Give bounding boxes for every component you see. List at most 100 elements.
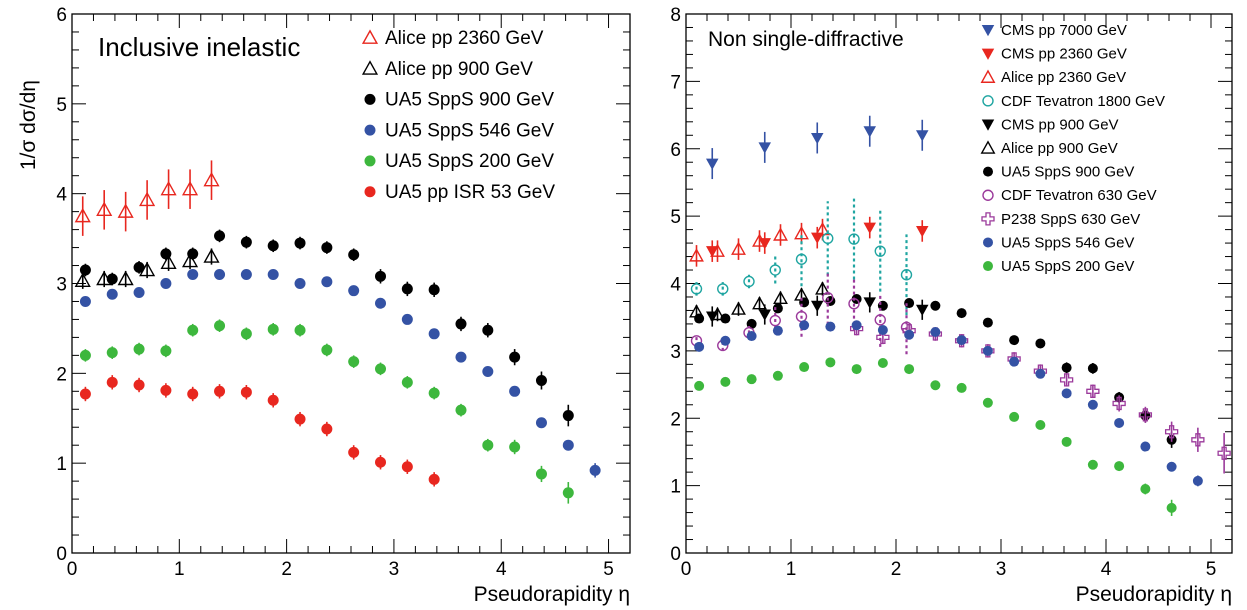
data-point [916, 304, 929, 317]
data-point [1191, 433, 1205, 447]
chart-panel-2: 0 1 2 3 4 5 0 1 2 3 4 5 6 7 8 Pseudorapidity η Non singl… [670, 5, 1233, 606]
data-point [956, 335, 967, 346]
data-point [74, 272, 91, 288]
series-5 [79, 319, 574, 504]
data-point [364, 155, 376, 167]
data-point [1192, 475, 1203, 486]
data-point [769, 264, 781, 276]
legend: CMS pp 7000 GeV CMS pp 2360 GeV Alice pp 2… [980, 22, 1165, 275]
data-point [1140, 483, 1151, 494]
y-tick-label: 7 [670, 72, 681, 93]
data-point [825, 357, 836, 368]
data-point [746, 374, 757, 385]
legend-label: CDF Tevatron 1800 GeV [1001, 93, 1165, 110]
data-point [1140, 441, 1151, 452]
data-point [1087, 363, 1098, 374]
data-point [364, 93, 376, 105]
legend-entry: UA5 SppS 900 GeV [983, 164, 1134, 181]
data-point [203, 248, 220, 263]
data-point [690, 283, 703, 295]
data-point [863, 126, 876, 138]
y-axis-label: 1/σ dσ/dη [17, 80, 40, 170]
chart-panel-1: 0 1 2 3 4 5 0 1 2 3 4 5 6 Pseudorapidity η 1/σ dσ/dη In… [17, 5, 631, 606]
data-point [758, 309, 771, 321]
data-point [981, 212, 995, 226]
data-point [294, 413, 306, 425]
data-point [689, 248, 704, 262]
data-point [160, 248, 172, 260]
data-point [877, 324, 888, 335]
data-point [401, 376, 413, 388]
data-point [133, 379, 145, 391]
legend-label: Alice pp 2360 GeV [1001, 69, 1126, 86]
series-10 [694, 320, 1203, 487]
data-point [1035, 419, 1046, 430]
data-point [348, 356, 360, 368]
data-point [822, 291, 834, 304]
legend-entry: CMS pp 900 GeV [981, 116, 1119, 133]
y-tick-label: 4 [670, 275, 681, 296]
data-point [982, 189, 994, 201]
data-point [848, 298, 860, 310]
legend-entry: Alice pp 2360 GeV [980, 69, 1126, 86]
data-point [428, 387, 440, 399]
data-point [348, 285, 360, 297]
data-point [694, 380, 705, 391]
legend-entry: CMS pp 2360 GeV [981, 46, 1127, 63]
data-point [294, 324, 306, 336]
series-6 [79, 375, 440, 487]
x-tick-label: 3 [389, 559, 400, 580]
legend-entry: CDF Tevatron 1800 GeV [982, 93, 1165, 110]
x-tick-label: 1 [174, 559, 185, 580]
data-point [375, 270, 387, 282]
data-point [321, 242, 333, 254]
x-tick-label: 4 [496, 559, 507, 580]
data-point [562, 487, 574, 499]
data-point [980, 140, 996, 154]
data-point [1112, 396, 1126, 411]
data-point [1217, 446, 1231, 460]
data-point [348, 446, 360, 458]
data-point [1035, 338, 1046, 349]
data-point [187, 248, 199, 260]
legend-label: CDF Tevatron 630 GeV [1001, 187, 1157, 204]
legend-label: CMS pp 900 GeV [1001, 116, 1119, 133]
data-point [930, 327, 941, 338]
legend-label: CMS pp 2360 GeV [1001, 46, 1127, 63]
data-point [79, 295, 91, 307]
y-tick-label: 3 [56, 275, 67, 296]
data-point [706, 158, 719, 170]
data-point [562, 410, 574, 422]
data-point [74, 207, 91, 223]
series-4 [79, 269, 601, 478]
data-point [752, 296, 767, 310]
data-point [916, 130, 929, 142]
data-point [822, 232, 834, 245]
data-point [455, 318, 467, 330]
data-point [772, 370, 783, 381]
data-point [1138, 408, 1153, 422]
data-point [106, 273, 118, 285]
y-tick-label: 6 [56, 5, 67, 26]
data-point [956, 308, 967, 319]
data-point [1009, 335, 1020, 346]
data-point [361, 60, 379, 75]
legend-label: UA5 SppS 546 GeV [1001, 234, 1134, 251]
legend-label: UA5 SppS 900 GeV [1001, 164, 1134, 181]
data-point [772, 325, 783, 336]
data-point [1114, 417, 1125, 428]
data-point [133, 286, 145, 298]
data-point [139, 191, 156, 207]
data-point [240, 386, 252, 398]
data-point [799, 320, 810, 331]
data-point [981, 119, 995, 131]
legend-entry: Alice pp 900 GeV [980, 140, 1118, 157]
data-point [509, 441, 521, 453]
data-point [980, 69, 996, 83]
data-point [825, 321, 836, 332]
data-point [720, 376, 731, 387]
data-point [133, 343, 145, 355]
x-tick-label: 1 [786, 559, 797, 580]
data-point [1164, 425, 1179, 439]
data-point [930, 380, 941, 391]
